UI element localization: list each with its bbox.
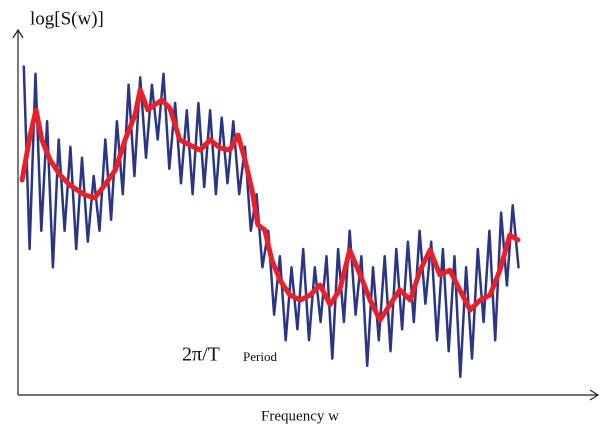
x-axis-arrow <box>589 389 600 401</box>
annotation: 2π/T <box>182 344 220 366</box>
y-axis-arrow <box>12 28 24 39</box>
y-axis-label: log[S(w)] <box>30 8 104 29</box>
x-axis-label: Frequency w <box>261 408 339 424</box>
series-line <box>22 65 520 379</box>
annotation: Period <box>243 349 277 364</box>
series-line <box>19 87 521 323</box>
